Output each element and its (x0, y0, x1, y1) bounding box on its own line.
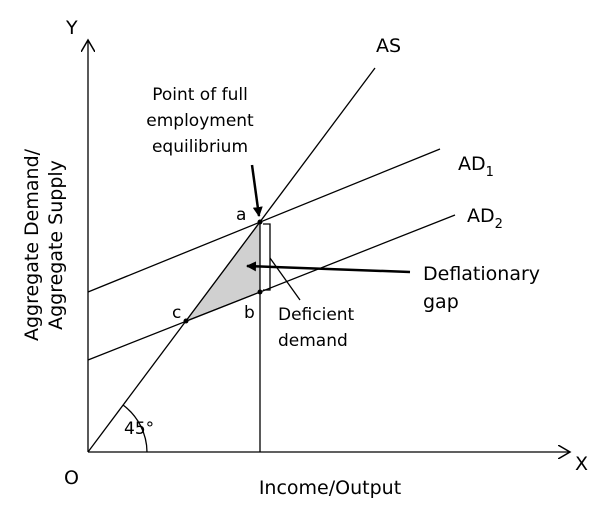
y-title: Aggregate Demand/ (21, 148, 43, 341)
point (183, 318, 189, 324)
ad2-label: AD2 (467, 205, 503, 232)
ad1-line (87, 148, 441, 293)
arrow (250, 164, 263, 217)
as-line (87, 67, 376, 453)
origin-label: O (64, 467, 79, 489)
deficient-note: demand (278, 331, 348, 351)
x-title: Income/Output (259, 477, 401, 499)
gap-note: Deflationary (423, 263, 540, 285)
ad1-label: AD1 (458, 153, 494, 180)
angle-label: 45° (124, 419, 154, 439)
point (257, 219, 263, 225)
as-label: AS (376, 35, 401, 57)
bracket (263, 223, 271, 291)
deficient-note: Deficient (278, 305, 355, 325)
ad2-line (87, 214, 456, 361)
pointer (269, 257, 301, 301)
point-c: c (172, 303, 181, 323)
arrow (246, 261, 411, 274)
equilibrium-note: Point of full (152, 85, 248, 105)
ad2-sub: 2 (495, 217, 503, 232)
y-label: Y (65, 17, 78, 39)
point-b: b (244, 303, 255, 323)
point-a: a (236, 205, 246, 225)
gap-note: gap (423, 291, 459, 313)
point (257, 289, 263, 295)
ad1-sub: 1 (486, 165, 494, 180)
equilibrium-note: equilibrium (152, 137, 248, 157)
angle-arc (122, 404, 148, 453)
ad2-text: AD (467, 205, 495, 227)
ad1-text: AD (458, 153, 486, 175)
y-title: Aggregate Supply (45, 160, 67, 330)
equilibrium-note: employment (146, 111, 254, 131)
x-label: X (575, 453, 588, 475)
